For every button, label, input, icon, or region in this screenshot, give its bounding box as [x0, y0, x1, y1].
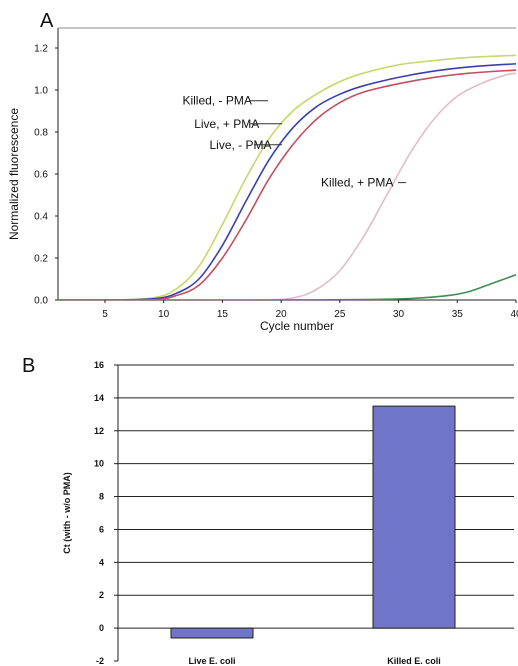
y-axis-label: Ct (with - w/o PMA) [62, 472, 72, 553]
y-tick-label: 12 [94, 426, 104, 436]
y-tick-label: 1.2 [34, 44, 48, 55]
y-tick-label: 10 [94, 459, 104, 469]
bar-1 [170, 627, 254, 639]
x-tick-label: 15 [217, 309, 229, 320]
y-axis-label: Normalized fluorescence [7, 108, 21, 240]
y-tick-label: 0.2 [34, 254, 48, 265]
category-label: Live E. coli [188, 656, 235, 666]
x-tick-label: 5 [102, 309, 108, 320]
annotation-label: Killed, - PMA [182, 94, 251, 108]
x-axis-label: Cycle number [260, 319, 334, 333]
series-line-3 [58, 69, 516, 300]
y-tick-label: 1.0 [34, 86, 48, 97]
panel-a-letter: A [40, 10, 54, 32]
y-tick-label: 14 [94, 393, 104, 403]
x-tick-label: 10 [158, 309, 170, 320]
annotation-label: Live, + PMA [194, 117, 259, 131]
y-tick-label: 6 [99, 524, 104, 534]
series-line-1 [58, 54, 516, 300]
y-tick-label: 0.6 [34, 170, 48, 181]
y-tick-label: -2 [96, 656, 104, 666]
y-tick-label: 16 [94, 360, 104, 370]
panel-b-letter: B [22, 355, 35, 377]
series-line-5 [58, 274, 516, 300]
x-tick-label: 40 [510, 309, 518, 320]
series-line-2 [58, 62, 516, 300]
y-tick-label: 2 [99, 590, 104, 600]
x-tick-label: 25 [334, 309, 346, 320]
y-tick-label: 0.8 [34, 128, 48, 139]
y-tick-label: 0.4 [34, 212, 48, 223]
panel-b-bar-chart: -2 0 2 4 6 8 10 12 14 16 Ct (with - w/o PMA) Live E… [62, 360, 514, 666]
annotation-label: Killed, + PMA [321, 176, 393, 190]
x-tick-label: 30 [393, 309, 405, 320]
y-tick-label: 0.0 [34, 296, 48, 307]
y-tick-label: 4 [99, 557, 104, 567]
category-label: Killed E. coli [387, 656, 441, 666]
bar-2 [372, 405, 456, 629]
y-tick-label: 8 [99, 492, 104, 502]
x-tick-label: 35 [452, 309, 464, 320]
x-tick-label: 20 [276, 309, 288, 320]
panel-a-line-chart: 0.0 0.2 0.4 0.6 0.8 1.0 1.2 5 10 15 20 25 30 35 40 Cycl… [7, 27, 518, 333]
series-line-4 [58, 72, 516, 300]
annotation-label: Live, - PMA [209, 138, 271, 152]
y-tick-label: 0 [99, 623, 104, 633]
